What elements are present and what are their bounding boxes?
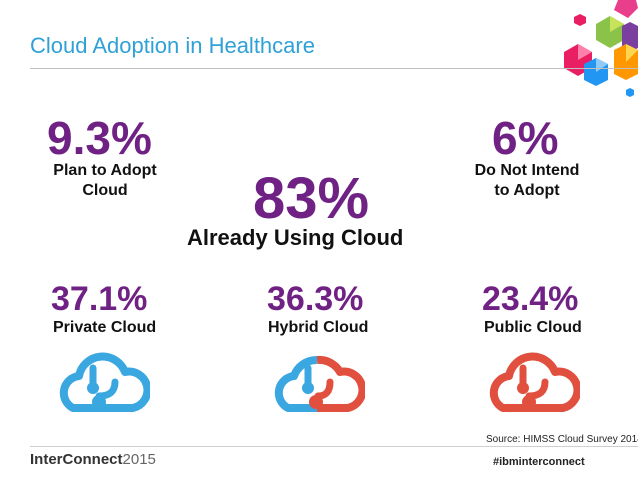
public-cloud-value: 23.4% bbox=[482, 280, 579, 318]
not-intend-label: Do Not Intend to Adopt bbox=[462, 161, 592, 201]
plan-to-adopt-value: 9.3% bbox=[47, 112, 152, 164]
hybrid-cloud-label: Hybrid Cloud bbox=[268, 319, 369, 336]
plan-to-adopt-label-line1: Plan to Adopt bbox=[53, 162, 157, 179]
not-intend-value: 6% bbox=[492, 112, 559, 164]
logo-year: 2015 bbox=[122, 451, 156, 468]
plan-to-adopt-label-line2: Cloud bbox=[82, 182, 128, 199]
private-cloud-icon bbox=[55, 346, 150, 426]
private-cloud-label: Private Cloud bbox=[53, 319, 157, 336]
already-using-value: 83% bbox=[253, 166, 370, 231]
hybrid-cloud-icon bbox=[270, 346, 365, 426]
source-citation: Source: HIMSS Cloud Survey 2014 bbox=[486, 434, 638, 445]
plan-to-adopt-label: Plan to Adopt Cloud bbox=[40, 161, 170, 201]
interconnect-logo: InterConnect2015 bbox=[30, 451, 156, 468]
public-cloud-label: Public Cloud bbox=[484, 319, 582, 336]
public-cloud-icon bbox=[485, 346, 580, 426]
private-cloud-value: 37.1% bbox=[51, 280, 148, 318]
not-intend-label-line2: to Adopt bbox=[494, 182, 560, 199]
hybrid-cloud-value: 36.3% bbox=[267, 280, 364, 318]
logo-brand: InterConnect bbox=[30, 451, 123, 468]
page-title: Cloud Adoption in Healthcare bbox=[30, 33, 315, 58]
footer-divider bbox=[30, 446, 638, 447]
hexagon-cluster-decoration bbox=[564, 0, 638, 97]
hashtag: #ibminterconnect bbox=[493, 456, 585, 468]
title-divider bbox=[30, 68, 638, 69]
already-using-label: Already Using Cloud bbox=[187, 225, 404, 250]
not-intend-label-line1: Do Not Intend bbox=[474, 162, 580, 179]
